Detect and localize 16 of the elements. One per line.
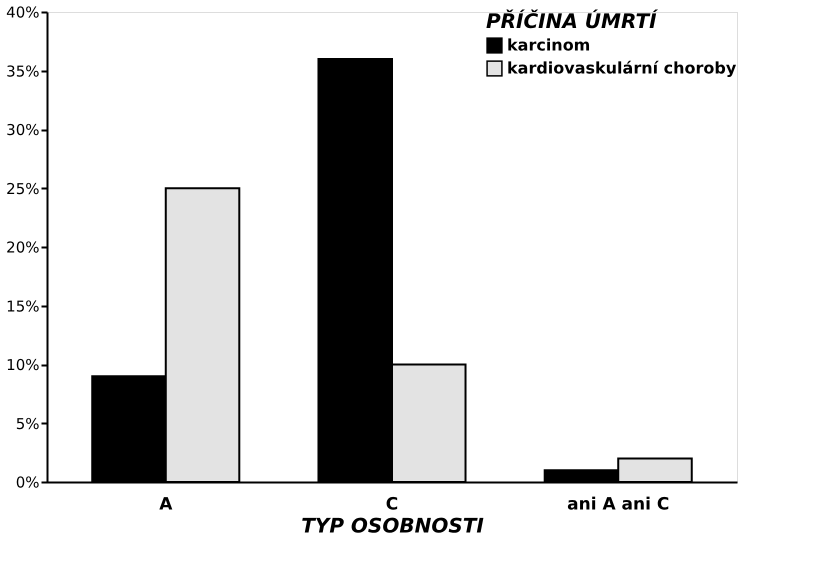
y-tick-label: 20%	[6, 238, 40, 256]
y-tick-label: 5%	[16, 414, 40, 433]
y-tick-label: 10%	[6, 356, 40, 374]
y-tick-label: 30%	[6, 121, 40, 139]
legend-title: PŘÍČINA ÚMRTÍ	[486, 9, 658, 33]
x-tick-label: C	[386, 494, 398, 514]
legend-label: karcinom	[507, 36, 590, 54]
x-axis-title: TYP OSOBNOSTI	[301, 514, 484, 538]
y-tick-label: 40%	[6, 4, 40, 22]
legend-label: kardiovaskulární choroby	[507, 58, 737, 78]
x-tick-label: ani A ani C	[567, 494, 670, 514]
x-tick-label: A	[159, 494, 174, 514]
y-tick-label: 25%	[6, 180, 40, 198]
y-tick-label: 15%	[6, 297, 40, 316]
y-tick-label: 0%	[16, 474, 40, 492]
y-tick-label: 35%	[6, 62, 40, 80]
